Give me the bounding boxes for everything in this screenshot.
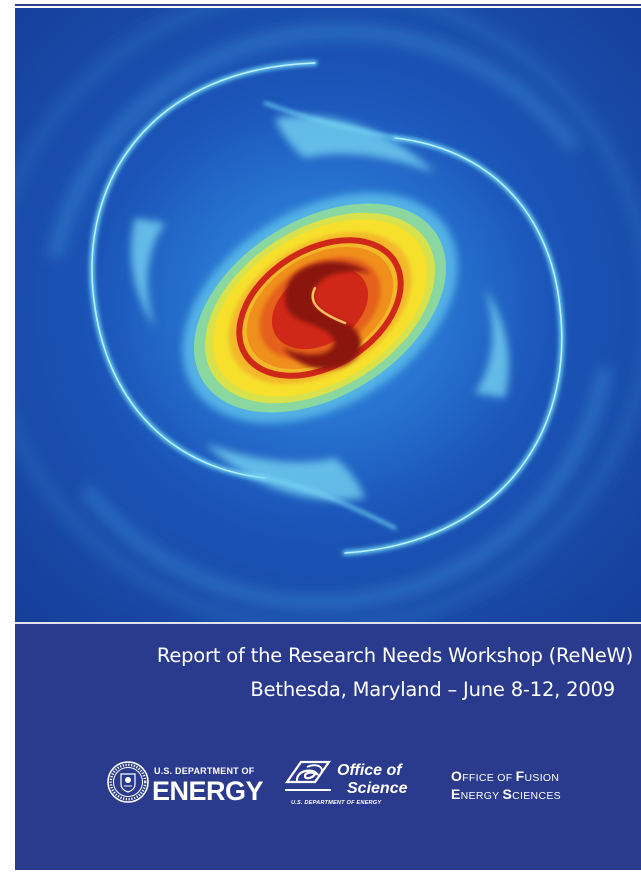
office-of-science-sub: U.S. DEPARTMENT OF ENERGY bbox=[291, 800, 382, 806]
ofes-line-2: ENERGY SCIENCES bbox=[451, 786, 561, 802]
art-divider bbox=[15, 622, 641, 624]
doe-logo: U.S. DEPARTMENT OF ENERGY bbox=[107, 761, 264, 804]
office-of-science-logo: Office of Science U.S. DEPARTMENT OF ENE… bbox=[284, 760, 408, 806]
report-cover: Report of the Research Needs Workshop (R… bbox=[15, 8, 641, 870]
office-of-science-line-1: Office of bbox=[337, 762, 403, 779]
doe-seal-icon bbox=[107, 761, 149, 803]
office-of-science-line-2: Science bbox=[347, 780, 408, 797]
turbulent-wisps bbox=[131, 115, 509, 501]
report-title: Report of the Research Needs Workshop (R… bbox=[156, 644, 633, 667]
s-shaped-core bbox=[283, 261, 370, 369]
outer-faint-rings bbox=[15, 8, 641, 622]
cover-top-rule bbox=[15, 4, 641, 6]
office-of-science-swirl-icon bbox=[284, 760, 332, 791]
doe-logo-main: ENERGY bbox=[152, 776, 264, 804]
ofes-logo: OFFICE OF FUSION ENERGY SCIENCES bbox=[451, 768, 591, 808]
plasma-turbulence-image bbox=[15, 8, 641, 622]
doe-logo-top: U.S. DEPARTMENT OF bbox=[154, 766, 255, 776]
ofes-line-1: OFFICE OF FUSION bbox=[451, 768, 560, 784]
report-location-date: Bethesda, Maryland – June 8-12, 2009 bbox=[250, 678, 615, 701]
